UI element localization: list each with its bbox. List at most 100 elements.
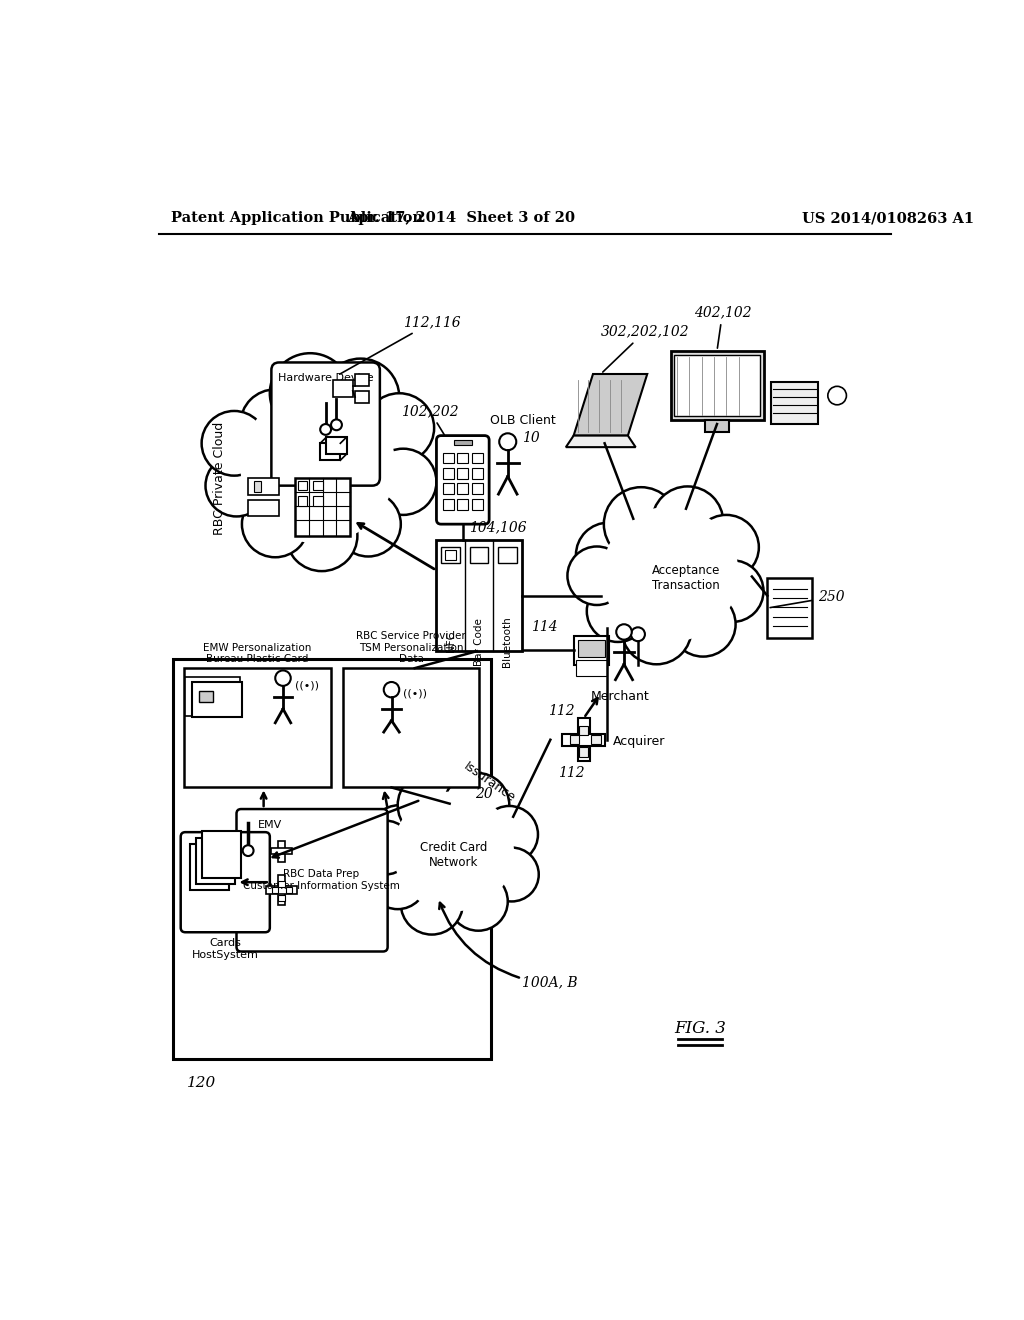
Bar: [286, 887, 292, 894]
Circle shape: [331, 420, 342, 430]
Circle shape: [370, 449, 436, 515]
Text: Credit Card
Network: Credit Card Network: [420, 841, 487, 870]
Bar: [197, 837, 234, 884]
Circle shape: [397, 771, 466, 840]
Bar: [327, 437, 346, 454]
Bar: [295, 478, 350, 536]
Bar: [458, 499, 468, 510]
Bar: [458, 483, 468, 494]
Text: Cards
HostSystem: Cards HostSystem: [191, 939, 259, 960]
Bar: [298, 496, 307, 506]
Bar: [472, 483, 483, 494]
Bar: [355, 374, 369, 387]
Bar: [442, 453, 454, 463]
Text: Hardware Device: Hardware Device: [278, 374, 374, 383]
Circle shape: [286, 500, 357, 572]
Text: NFC: NFC: [445, 631, 456, 652]
Bar: [279, 880, 285, 887]
Bar: [569, 735, 579, 744]
Text: Acceptance
Transaction: Acceptance Transaction: [652, 564, 720, 593]
Circle shape: [358, 821, 413, 874]
Circle shape: [484, 847, 539, 902]
Text: OLB Client: OLB Client: [489, 413, 556, 426]
Text: Bluetooth: Bluetooth: [503, 616, 512, 668]
Bar: [279, 841, 285, 862]
Bar: [441, 548, 460, 562]
Bar: [248, 478, 280, 495]
Circle shape: [587, 581, 649, 642]
Text: Merchant: Merchant: [591, 689, 649, 702]
Text: EMW Personalization
Bureau Plastic Card: EMW Personalization Bureau Plastic Card: [203, 643, 311, 664]
Bar: [767, 578, 812, 638]
Bar: [578, 640, 604, 656]
Text: EMV: EMV: [258, 820, 283, 830]
Circle shape: [604, 487, 678, 561]
Bar: [278, 874, 286, 906]
Text: 402,102: 402,102: [693, 305, 752, 348]
Text: US 2014/0108263 A1: US 2014/0108263 A1: [802, 211, 975, 226]
Bar: [573, 636, 608, 665]
Circle shape: [370, 805, 429, 863]
Circle shape: [480, 807, 538, 863]
Text: 20: 20: [475, 787, 493, 801]
Bar: [771, 381, 818, 424]
Text: RBC Data Prep
Customer Information System: RBC Data Prep Customer Information Syste…: [243, 870, 399, 891]
Polygon shape: [566, 436, 636, 447]
Bar: [470, 548, 488, 562]
Bar: [454, 441, 472, 445]
Bar: [321, 444, 340, 461]
Circle shape: [567, 546, 627, 605]
Bar: [191, 682, 242, 717]
FancyBboxPatch shape: [436, 436, 489, 524]
Text: 112: 112: [548, 705, 574, 718]
Text: Patent Application Publication: Patent Application Publication: [171, 211, 423, 226]
FancyBboxPatch shape: [180, 832, 270, 932]
Circle shape: [365, 393, 434, 462]
Circle shape: [243, 845, 254, 855]
Text: 120: 120: [187, 1076, 216, 1090]
Bar: [272, 887, 279, 894]
FancyBboxPatch shape: [271, 363, 380, 486]
Text: FIG. 3: FIG. 3: [674, 1020, 726, 1038]
Bar: [458, 469, 468, 479]
Bar: [562, 734, 605, 746]
Bar: [458, 453, 468, 463]
Circle shape: [620, 532, 707, 619]
Bar: [445, 550, 456, 560]
Circle shape: [622, 595, 691, 664]
Bar: [499, 548, 517, 562]
Circle shape: [393, 792, 514, 911]
Text: ((•)): ((•)): [295, 681, 318, 690]
Bar: [578, 718, 590, 762]
Bar: [203, 832, 241, 878]
Bar: [579, 747, 589, 756]
Circle shape: [384, 682, 399, 697]
Bar: [183, 668, 331, 788]
Circle shape: [275, 671, 291, 686]
Text: 10: 10: [521, 430, 540, 445]
Bar: [575, 660, 607, 676]
Circle shape: [270, 354, 350, 433]
Circle shape: [336, 492, 400, 557]
Bar: [313, 480, 323, 490]
Bar: [266, 886, 297, 894]
Bar: [671, 351, 764, 420]
Circle shape: [631, 627, 645, 642]
Circle shape: [206, 455, 267, 516]
Bar: [442, 499, 454, 510]
Text: Acquirer: Acquirer: [613, 735, 666, 748]
Polygon shape: [573, 374, 647, 436]
Text: Bar Code: Bar Code: [474, 618, 484, 665]
Bar: [185, 677, 240, 715]
Bar: [313, 496, 323, 506]
Text: 102,202: 102,202: [400, 404, 459, 434]
Bar: [343, 668, 479, 788]
Text: 112: 112: [558, 766, 585, 780]
Bar: [472, 453, 483, 463]
Bar: [675, 355, 760, 416]
Bar: [248, 499, 280, 516]
Text: 250: 250: [770, 590, 845, 607]
Bar: [254, 480, 260, 492]
Circle shape: [575, 523, 641, 587]
Text: 104,106: 104,106: [469, 520, 526, 535]
